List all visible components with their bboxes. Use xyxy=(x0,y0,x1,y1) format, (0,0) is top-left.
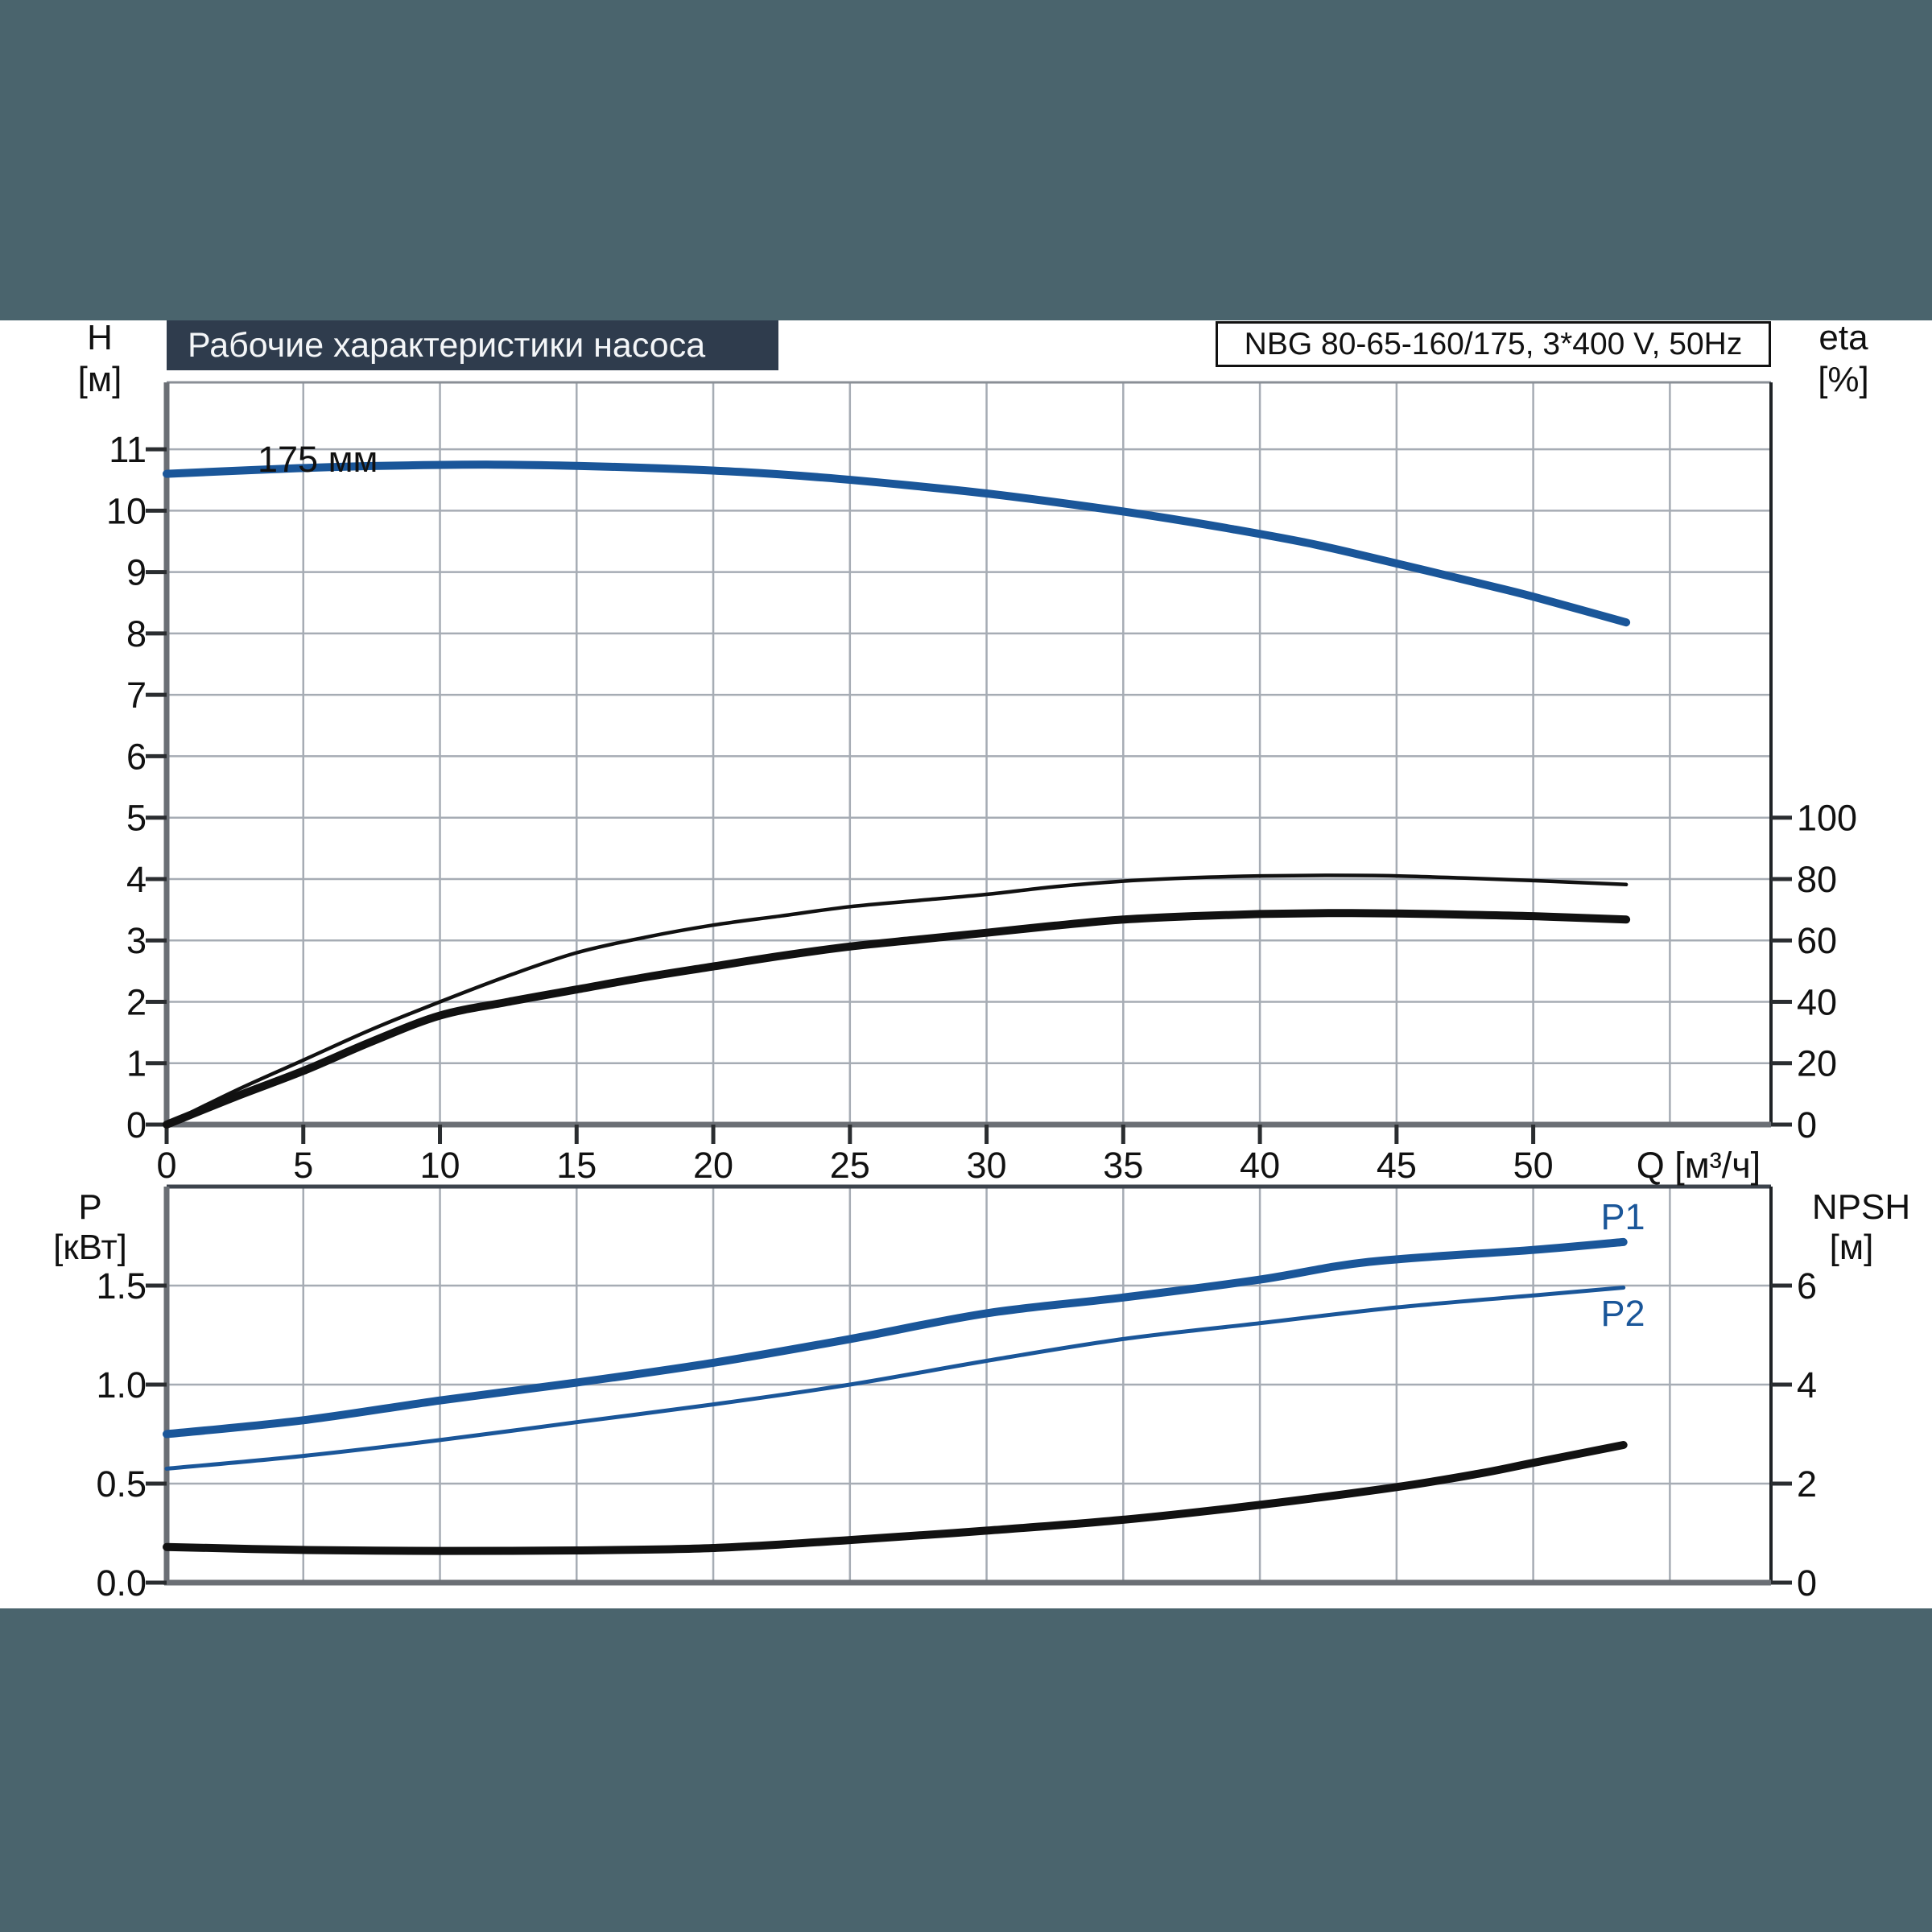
left-axis-tick-label: 5 xyxy=(126,798,147,839)
right-axis-tick-label: 0 xyxy=(1797,1104,1817,1146)
x-axis-tick-label: 40 xyxy=(1240,1145,1280,1186)
right-axis-tick-label: 20 xyxy=(1797,1043,1837,1084)
x-axis-tick-label: 35 xyxy=(1103,1145,1143,1186)
x-axis-tick-label: 20 xyxy=(693,1145,733,1186)
p1-curve-label: P1 xyxy=(1600,1196,1645,1237)
x-axis-tick-label: 0 xyxy=(156,1145,176,1186)
x-axis-tick-label: 5 xyxy=(293,1145,313,1186)
power-input-curve xyxy=(163,1237,1628,1439)
x-axis-tick-label: 30 xyxy=(967,1145,1007,1186)
eta-axis-unit: [%] xyxy=(1818,360,1869,399)
efficiency-total-curve xyxy=(163,909,1631,1129)
left-axis-tick-label: 9 xyxy=(126,552,147,593)
left-axis-tick-label: 0 xyxy=(126,1104,147,1146)
left-axis-tick-label: 10 xyxy=(106,490,147,531)
npsh-axis-unit: [м] xyxy=(1830,1228,1874,1267)
flow-axis-label: Q [м³/ч] xyxy=(1637,1145,1761,1186)
power-axis-unit: [кВт] xyxy=(53,1228,127,1267)
right-axis-tick-label: 0 xyxy=(1797,1563,1817,1604)
right-axis-tick-label: 2 xyxy=(1797,1463,1817,1505)
right-axis-tick-label: 80 xyxy=(1797,859,1837,900)
chart-background xyxy=(0,320,1932,1608)
left-axis-tick-label: 1 xyxy=(126,1043,147,1084)
head-curve xyxy=(163,460,1631,627)
efficiency-pump-curve xyxy=(164,873,1629,1127)
head-axis-unit: [м] xyxy=(78,360,122,399)
npsh-curve xyxy=(163,1441,1628,1555)
left-axis-tick-label: 6 xyxy=(126,736,147,777)
right-axis-tick-label: 100 xyxy=(1797,798,1857,839)
x-axis-tick-label: 10 xyxy=(419,1145,460,1186)
x-axis-tick-label: 45 xyxy=(1377,1145,1417,1186)
left-axis-tick-label: 2 xyxy=(126,981,147,1022)
left-axis-tick-label: 1.0 xyxy=(96,1364,147,1406)
left-axis-tick-label: 0.0 xyxy=(96,1563,147,1604)
left-axis-tick-label: 0.5 xyxy=(96,1463,147,1505)
p2-curve-label: P2 xyxy=(1600,1293,1645,1334)
pump-type-box: NBG 80-65-160/175, 3*400 V, 50Hz xyxy=(1216,321,1771,367)
left-axis-tick-label: 7 xyxy=(126,675,147,716)
right-axis-tick-label: 4 xyxy=(1797,1364,1817,1406)
left-axis-tick-label: 4 xyxy=(126,859,147,900)
npsh-axis-label: NPSH xyxy=(1812,1187,1910,1227)
eta-axis-label: eta xyxy=(1818,318,1868,357)
x-axis-tick-label: 25 xyxy=(830,1145,870,1186)
power-axis-label: P xyxy=(78,1187,101,1227)
left-axis-tick-label: 1.5 xyxy=(96,1265,147,1307)
head-axis-label: H xyxy=(87,318,113,357)
right-axis-tick-label: 40 xyxy=(1797,981,1837,1022)
left-axis-tick-label: 3 xyxy=(126,920,147,961)
impeller-diameter-label: 175 мм xyxy=(258,439,378,480)
right-axis-tick-label: 60 xyxy=(1797,920,1837,961)
power-shaft-curve xyxy=(164,1286,1626,1471)
right-axis-tick-label: 6 xyxy=(1797,1265,1817,1307)
chart-title: Рабочие характеристики насоса xyxy=(167,320,778,370)
left-axis-tick-label: 8 xyxy=(126,613,147,654)
x-axis-tick-label: 50 xyxy=(1513,1145,1554,1186)
left-axis-tick-label: 11 xyxy=(109,429,147,470)
x-axis-tick-label: 15 xyxy=(556,1145,597,1186)
